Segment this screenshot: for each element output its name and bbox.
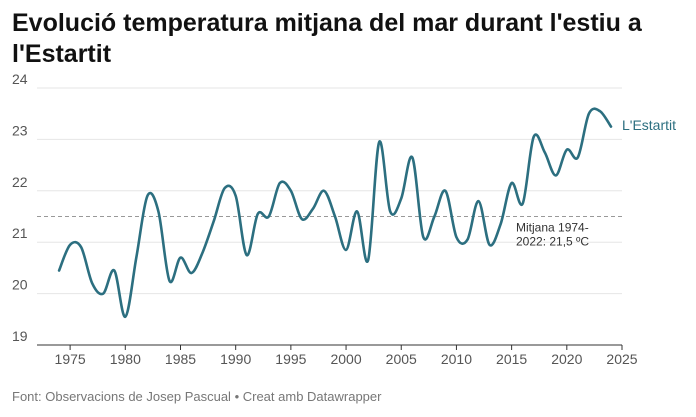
mean-label-line-2: 2022: 21,5 ºC — [516, 235, 589, 249]
source-text: Font: Observacions de Josep Pascual — [12, 389, 231, 404]
series-label-lestartit: L'Estartit — [622, 117, 676, 133]
y-tick-label: 21 — [12, 225, 28, 241]
x-tick-label: 2005 — [386, 351, 417, 367]
y-axis-ticks: 19 20 21 22 23 24 — [12, 71, 28, 344]
series-line-lestartit — [57, 107, 613, 319]
x-tick-label: 2000 — [330, 351, 361, 367]
credit-text: Creat amb Datawrapper — [242, 389, 382, 404]
y-tick-label: 19 — [12, 328, 28, 344]
x-tick-label: 1975 — [55, 351, 86, 367]
y-tick-label: 20 — [12, 277, 28, 293]
x-tick-label: 2015 — [496, 351, 527, 367]
footer: Font: Observacions de Josep Pascual • Cr… — [12, 389, 381, 404]
x-tick-label: 1985 — [165, 351, 196, 367]
x-tick-label: 2025 — [606, 351, 637, 367]
mean-label-line-1: Mitjana 1974- — [516, 221, 589, 235]
chart-title: Evolució temperatura mitjana del mar dur… — [12, 9, 642, 68]
x-axis-ticks: 1975 1980 1985 1990 1995 2000 2005 2010 2015 2020… — [55, 345, 638, 367]
footer-separator: • — [230, 389, 243, 404]
x-tick-label: 1980 — [110, 351, 141, 367]
x-tick-label: 1995 — [275, 351, 306, 367]
x-tick-label: 1990 — [220, 351, 251, 367]
x-tick-label: 2020 — [551, 351, 582, 367]
y-tick-label: 23 — [12, 122, 28, 138]
y-tick-label: 22 — [12, 174, 28, 190]
x-tick-label: 2010 — [441, 351, 472, 367]
y-tick-label: 24 — [12, 71, 28, 87]
